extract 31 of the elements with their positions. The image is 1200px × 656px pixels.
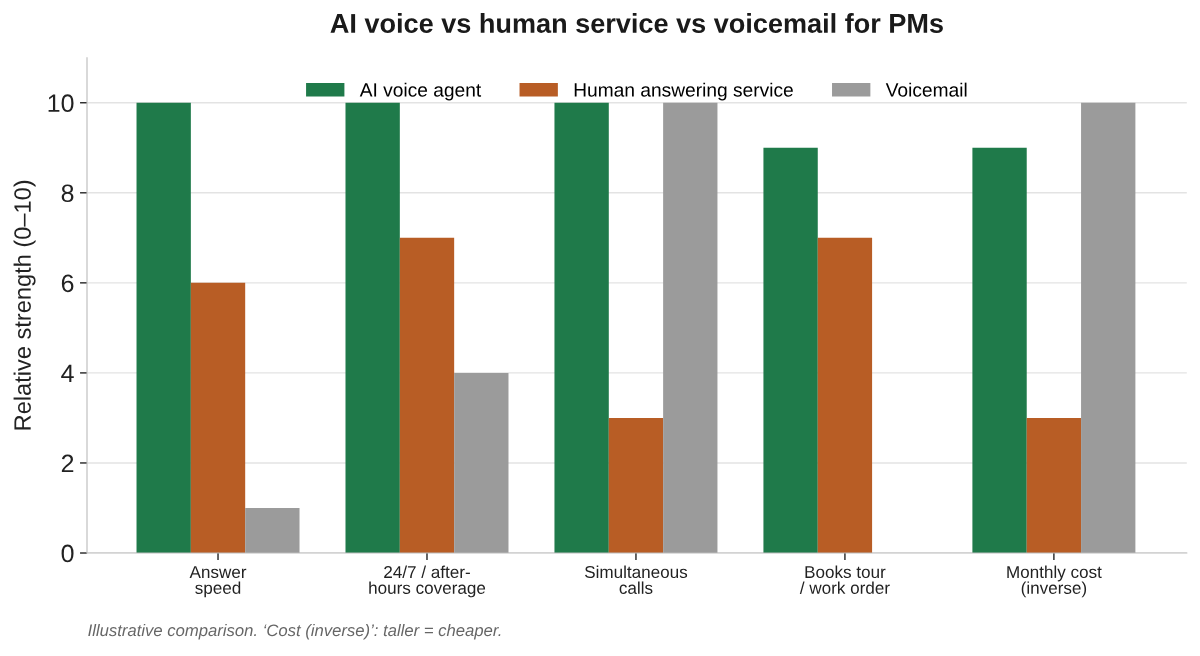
bar [345,102,400,554]
x-tick-label: Simultaneous calls [584,565,688,594]
x-tick-label: 24/7 / after- hours coverage [369,565,486,598]
x-tick-label: Monthly cost (inverse) [1007,565,1102,598]
y-tick-label: 8 [61,184,74,203]
x-tick-label: Books tour / work order [799,565,890,594]
bar [190,282,246,554]
legend-label: Voicemail [885,82,967,97]
bar [136,102,191,554]
bar [454,372,509,554]
bar [245,507,300,554]
y-tick-label: 10 [48,94,74,113]
bar [608,417,664,554]
y-tick-label: 4 [61,364,74,382]
bar [972,147,1027,554]
bar [399,237,455,554]
bar [763,147,818,554]
y-tick-label: 6 [61,274,74,293]
y-tick-label: 2 [61,454,74,473]
bar [1081,102,1136,554]
bar [817,237,873,554]
y-tick-label: 0 [61,544,74,563]
legend-label: Human answering service [574,82,793,101]
chart-title: AI voice vs human service vs voicemail for PMs [330,13,943,33]
x-tick-label: Answer speed [189,566,247,598]
bar [554,102,609,554]
bar [663,102,718,554]
legend-label: AI voice agent [359,82,482,101]
text: Illustrative comparison. ‘Cost (inverse)’: taller = cheaper. [88,623,501,640]
y-axis-title: Relative strength (0–10) [13,180,36,430]
bar [1026,417,1082,554]
